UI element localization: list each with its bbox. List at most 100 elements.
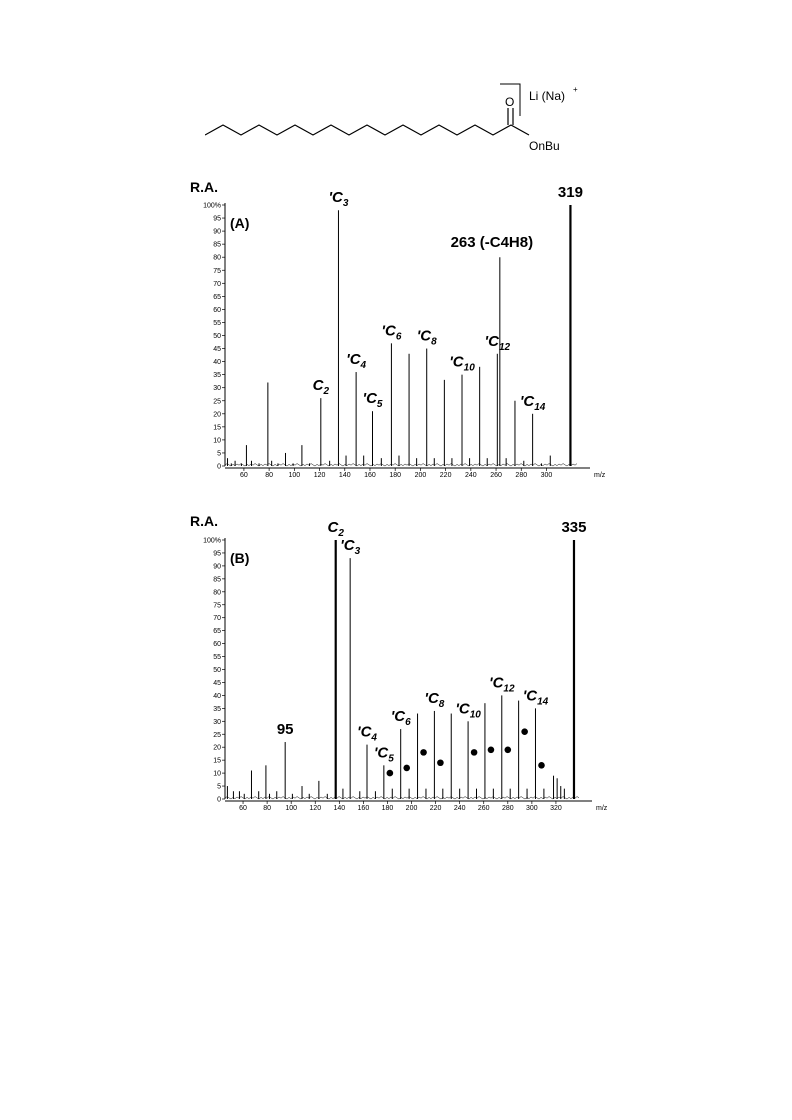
peak-annotation: 'C6 [381,322,401,342]
y-tick-label: 55 [213,320,221,327]
x-tick-label: 100 [285,805,297,812]
y-tick-label: 25 [213,398,221,405]
ion-label: Li (Na) [529,89,565,103]
marker-dot [420,749,427,756]
y-tick-label: 5 [217,450,221,457]
peak-annotation: 'C5 [363,390,383,410]
peak-annotation: 95 [277,721,294,738]
x-tick-label: 240 [454,805,466,812]
y-tick-label: 35 [213,372,221,379]
y-tick-label: 0 [217,797,221,804]
y-tick-label: 55 [213,654,221,661]
peak-annotation: 'C5 [374,744,394,764]
y-tick-label: 70 [213,281,221,288]
carbonyl-oxygen: O [505,95,514,109]
x-tick-label: 80 [265,472,273,479]
y-tick-label: 20 [213,411,221,418]
y-tick-label: 45 [213,680,221,687]
x-tick-label: 200 [415,472,427,479]
y-tick-label: 95 [213,550,221,557]
x-tick-label: 220 [430,805,442,812]
y-tick-label: 80 [213,589,221,596]
x-tick-label: 80 [263,805,271,812]
y-tick-label: 80 [213,255,221,262]
marker-dot [403,764,411,772]
x-tick-label: 200 [406,805,418,812]
peak-annotation: 'C8 [417,328,437,348]
y-tick-label: 15 [213,424,221,431]
y-tick-label: 75 [213,268,221,275]
spectrum-panel-b: 0 5 10 15 20 25 30 35 40 45 50 55 60 65 70 75 80 85 90 95 10… [190,513,608,812]
y-tick-label: 95 [213,216,221,223]
x-tick-label: 120 [309,805,321,812]
peak-annotation: 'C14 [523,687,549,707]
spectrum-panel-a: 0 5 10 15 20 25 30 35 40 45 50 55 60 65 70 75 80 85 90 95 10… [190,179,606,479]
y-tick-label: 75 [213,602,221,609]
x-tick-label: 260 [490,472,502,479]
y-tick-label: 60 [213,307,221,314]
x-tick-label: 280 [502,805,514,812]
marker-dot [386,769,394,777]
y-tick-label: 25 [213,732,221,739]
y-tick-label: 50 [213,333,221,340]
marker-dot [470,749,478,756]
marker-dot [437,759,444,767]
x-tick-label: 180 [382,805,394,812]
x-tick-label: 300 [541,472,553,479]
ion-bracket [500,83,521,116]
x-axis-label: m/z [596,805,608,812]
ester-group-label: OnBu [529,139,560,153]
y-tick-label: 100% [203,203,221,210]
peak-annotation: 335 [561,519,586,536]
y-tick-label: 10 [213,437,221,444]
ion-charge: + [573,85,578,94]
peak-annotation: 'C10 [449,354,475,374]
peak-annotation: 'C3 [340,537,360,557]
x-tick-label: 180 [389,472,401,479]
peak-annotation: C2 [313,377,330,397]
peak-annotation: 'C12 [485,333,511,353]
x-tick-label: 100 [288,472,300,479]
y-tick-label: 65 [213,294,221,301]
y-tick-label: 85 [213,242,221,249]
x-tick-label: 60 [239,805,247,812]
x-tick-label: 280 [515,472,527,479]
marker-dot [504,746,512,754]
panel-label: (B) [230,550,249,566]
panel-label: (A) [230,215,249,231]
peak-annotation: 263 (-C4H8) [451,234,534,251]
y-axis-label: R.A. [190,179,218,195]
x-tick-label: 160 [364,472,376,479]
y-tick-label: 65 [213,628,221,635]
y-tick-label: 15 [213,758,221,765]
y-tick-label: 50 [213,667,221,674]
y-tick-label: 60 [213,641,221,648]
y-tick-label: 35 [213,706,221,713]
x-tick-label: 140 [339,472,351,479]
peak-annotation: 'C14 [520,393,546,413]
molecule-structure: O OnBu Li (Na) + [205,83,578,153]
y-tick-label: 85 [213,576,221,583]
peak-annotation: 'C10 [455,700,481,720]
y-tick-label: 30 [213,719,221,726]
x-tick-label: 140 [333,805,345,812]
y-tick-label: 40 [213,693,221,700]
marker-dot [487,746,495,754]
y-tick-label: 5 [217,784,221,791]
marker-dot [538,762,545,769]
peak-annotation: 'C4 [346,351,366,371]
peak-annotation: C2 [328,519,345,539]
y-tick-label: 90 [213,229,221,236]
peak-annotation: 'C3 [328,189,348,209]
marker-dot [521,728,528,735]
x-axis-label: m/z [594,472,606,479]
x-tick-label: 260 [478,805,490,812]
y-tick-label: 30 [213,385,221,392]
x-tick-label: 60 [240,472,248,479]
x-tick-label: 240 [465,472,477,479]
y-tick-label: 100% [203,538,221,545]
peak-annotation: 'C4 [357,724,377,744]
peak-annotation: 319 [558,184,583,201]
x-tick-label: 160 [358,805,370,812]
